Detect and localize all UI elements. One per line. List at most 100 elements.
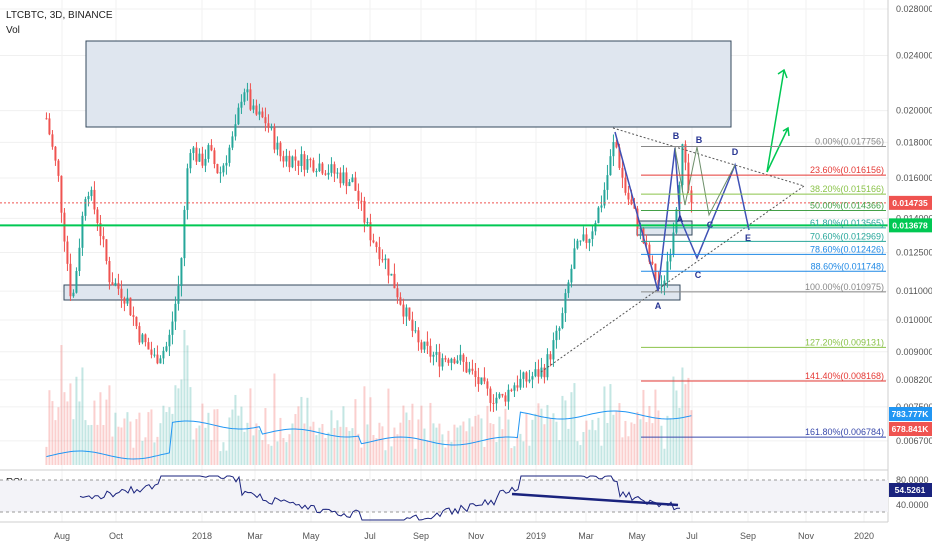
volume-bar [195, 428, 198, 465]
volume-bar [567, 428, 570, 465]
candle-body [315, 171, 318, 173]
candle-body [150, 349, 153, 355]
volume-bar [615, 411, 618, 465]
volume-bar [240, 406, 243, 465]
candle-body [507, 389, 510, 402]
volume-bar [555, 421, 558, 465]
volume-bar [261, 440, 264, 465]
candle-body [606, 175, 609, 190]
candle-body [219, 172, 222, 174]
volume-bar [369, 397, 372, 465]
candle-body [546, 354, 549, 378]
candle-body [426, 341, 429, 346]
candle-body [462, 354, 465, 362]
volume-bar [402, 405, 405, 465]
volume-bar [48, 390, 51, 465]
time-tick-label: Sep [740, 531, 756, 541]
volume-bar [144, 437, 147, 465]
volume-bar [306, 397, 309, 465]
volume-bar [234, 394, 237, 465]
volume-bar [522, 441, 525, 465]
candle-body [282, 156, 285, 162]
volume-bar [183, 329, 186, 465]
fib-label: 0.00%(0.017756) [815, 137, 884, 147]
volume-bar [465, 431, 468, 465]
candle-body [345, 172, 348, 187]
candle-body [399, 297, 402, 305]
current-price-badge: 0.014735 [892, 198, 928, 208]
candle-body [216, 164, 219, 174]
volume-bar [594, 430, 597, 465]
candle-body [609, 156, 612, 176]
candle-body [327, 172, 330, 175]
candle-body [156, 354, 159, 364]
fib-label: 78.60%(0.012426) [810, 244, 884, 254]
candle-body [159, 358, 162, 364]
projection-arrow-2 [766, 127, 789, 173]
candle-body [123, 298, 126, 304]
candle-body [549, 354, 552, 360]
price-tick-label: 0.008200 [896, 375, 932, 385]
volume-bar [135, 419, 138, 465]
volume-bar [684, 384, 687, 465]
candle-body [288, 155, 291, 168]
candle-body [528, 379, 531, 382]
candle-body [264, 117, 267, 124]
volume-bar [174, 385, 177, 465]
candle-body [255, 105, 258, 115]
candle-body [615, 142, 618, 148]
volume-bar [309, 426, 312, 465]
volume-bar [351, 428, 354, 465]
fib-label: 38.20%(0.015166) [810, 184, 884, 194]
volume-bar [549, 418, 552, 465]
candle-body [684, 144, 687, 163]
candle-body [459, 354, 462, 361]
pattern-label: E [745, 233, 751, 243]
candle-body [51, 134, 54, 147]
volume-bar [408, 420, 411, 465]
candle-body [441, 358, 444, 367]
candle-body [45, 118, 48, 120]
volume-bar [483, 446, 486, 465]
volume-bar [129, 421, 132, 465]
volume-bar [387, 388, 390, 465]
candle-body [612, 142, 615, 157]
candle-body [651, 261, 654, 264]
volume-bar [291, 423, 294, 465]
candle-body [117, 282, 120, 289]
candle-body [189, 153, 192, 169]
level-price-badge-bg [889, 218, 932, 233]
candle-body [63, 212, 66, 242]
volume-bar [126, 412, 129, 465]
volume-bar [363, 386, 366, 465]
candle-body [243, 92, 246, 102]
volume-bar [132, 447, 135, 465]
candle-body [147, 342, 150, 350]
candle-body [153, 354, 156, 356]
volume-bar [366, 424, 369, 465]
volume-bar [531, 419, 534, 465]
volume-bar [444, 447, 447, 465]
candle-body [597, 207, 600, 224]
candle-body [366, 222, 369, 224]
volume-bar [153, 442, 156, 465]
price-tick-label: 0.016000 [896, 173, 932, 183]
volume-bar [156, 436, 159, 465]
candle-body [312, 160, 315, 172]
volume-bar [477, 414, 480, 465]
volume-bar [516, 436, 519, 465]
volume-bar [648, 405, 651, 465]
candle-body [438, 352, 441, 367]
candle-body [378, 246, 381, 260]
price-tick-label: 0.012500 [896, 248, 932, 258]
candle-body [252, 105, 255, 110]
candle-body [450, 358, 453, 363]
candle-body [102, 236, 105, 240]
volume-bar [687, 377, 690, 465]
price-tick-label: 0.006700 [896, 436, 932, 446]
fib-label: 100.00%(0.010975) [805, 282, 884, 292]
volume-bar [201, 403, 204, 465]
support-zone [63, 284, 681, 301]
volume-bar [210, 440, 213, 465]
